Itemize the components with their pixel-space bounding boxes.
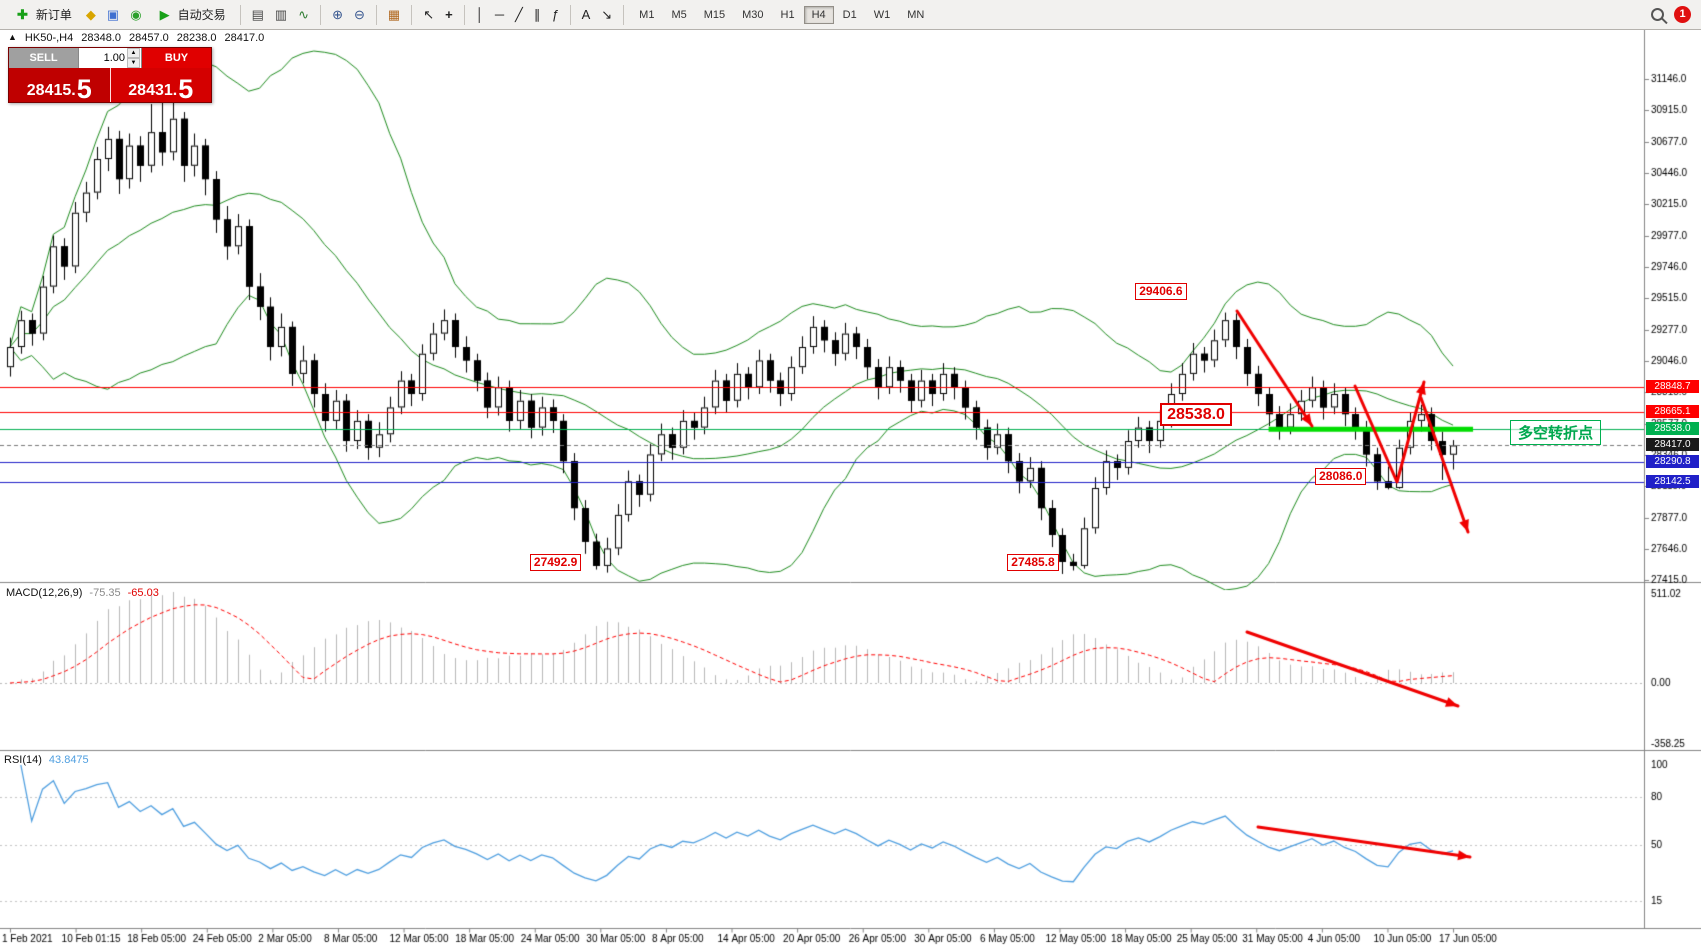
close-value: 28417.0: [224, 32, 265, 44]
price-annotation[interactable]: 28086.0: [1315, 467, 1367, 485]
channel-icon[interactable]: ∥: [533, 6, 541, 22]
toolbar-separator: [463, 4, 465, 25]
autotrading-play-icon: ▶: [159, 6, 170, 22]
axis-price-label: 28848.7: [1646, 380, 1699, 394]
volume-increase-button[interactable]: ▲: [127, 48, 140, 58]
ohlc-readout: ▲ HK50-,H4 28348.0 28457.0 28238.0 28417…: [8, 32, 264, 44]
main-toolbar: ✚ 新订单 ◆ ▣ ◉ ▶ 自动交易 ▤ ▥ ∿ ⊕ ⊖ ▦ ↖ + │ ─ ╱…: [0, 0, 1701, 30]
macd-name: MACD(12,26,9): [6, 587, 83, 599]
zoom-in-icon[interactable]: ⊕: [332, 6, 343, 22]
new-order-label: 新订单: [35, 8, 72, 22]
high-value: 28457.0: [128, 32, 169, 44]
horizontal-line-icon[interactable]: ─: [494, 6, 505, 22]
axis-price-label: 28290.8: [1646, 455, 1699, 469]
sell-button[interactable]: SELL: [9, 48, 78, 68]
turning-point-note[interactable]: 多空转折点: [1510, 420, 1602, 445]
one-click-trading-panel: SELL ▲ ▼ BUY 28415.5 28431.5: [8, 47, 212, 103]
axis-price-label: 28142.5: [1646, 475, 1699, 489]
trendline-icon[interactable]: ╱: [515, 6, 523, 22]
toolbar-separator: [320, 4, 322, 25]
volume-decrease-button[interactable]: ▼: [127, 58, 140, 68]
timeframe-button-D1[interactable]: D1: [835, 6, 865, 24]
buy-price[interactable]: 28431. 5: [110, 68, 211, 103]
search-icon[interactable]: [1651, 8, 1664, 21]
fibonacci-icon[interactable]: ƒ: [551, 6, 559, 22]
autotrading-button[interactable]: ▶ 自动交易: [149, 2, 233, 28]
rsi-value: 43.8475: [48, 754, 89, 766]
sell-price[interactable]: 28415. 5: [9, 68, 111, 103]
line-chart-icon[interactable]: ∿: [298, 6, 310, 22]
blue-chart-window-icon[interactable]: ▣: [106, 6, 120, 22]
candlestick-chart-icon[interactable]: ▥: [274, 6, 288, 22]
crosshair-icon[interactable]: +: [445, 6, 453, 22]
rsi-name: RSI(14): [4, 754, 42, 766]
volume-field: ▲ ▼: [78, 48, 142, 68]
chart-window: ▲ HK50-,H4 28348.0 28457.0 28238.0 28417…: [0, 30, 1701, 950]
axis-price-label: 28665.1: [1646, 405, 1699, 419]
toolbar-right-group: 1: [1651, 6, 1695, 23]
new-order-icon: ✚: [17, 6, 28, 22]
notifications-badge[interactable]: 1: [1674, 6, 1691, 23]
autotrading-label: 自动交易: [177, 8, 226, 22]
timeframe-button-MN[interactable]: MN: [899, 6, 932, 24]
timeframe-button-M5[interactable]: M5: [663, 6, 694, 24]
macd-signal-value: -65.03: [127, 587, 159, 599]
text-tool-icon[interactable]: A: [581, 6, 591, 22]
toolbar-separator: [375, 4, 377, 25]
toolbar-separator: [239, 4, 241, 25]
symbol-label: HK50-,H4: [24, 32, 74, 44]
green-status-icon[interactable]: ◉: [130, 6, 142, 22]
toolbar-separator: [411, 4, 413, 25]
axis-price-label: 28538.0: [1646, 422, 1699, 436]
macd-main-value: -75.35: [89, 587, 121, 599]
volume-input[interactable]: [79, 48, 127, 68]
price-annotation[interactable]: 28538.0: [1160, 403, 1232, 427]
toolbar-separator: [623, 4, 625, 25]
tile-windows-icon[interactable]: ▦: [387, 6, 401, 22]
macd-indicator-label: MACD(12,26,9) -75.35 -65.03: [6, 587, 159, 599]
timeframe-button-W1[interactable]: W1: [866, 6, 899, 24]
timeframe-button-H1[interactable]: H1: [773, 6, 803, 24]
timeframe-button-M1[interactable]: M1: [631, 6, 662, 24]
new-order-button[interactable]: ✚ 新订单: [6, 2, 79, 28]
price-annotation[interactable]: 29406.6: [1135, 282, 1187, 300]
timeframe-bar: M1 M5 M15 M30 H1 H4 D1 W1 MN: [631, 5, 932, 24]
price-annotation[interactable]: 27485.8: [1007, 554, 1059, 572]
bar-chart-icon[interactable]: ▤: [251, 6, 264, 22]
axis-price-label: 28417.0: [1646, 438, 1699, 452]
timeframe-button-M15[interactable]: M15: [696, 6, 733, 24]
rsi-indicator-label: RSI(14) 43.8475: [4, 754, 89, 766]
timeframe-button-M30[interactable]: M30: [734, 6, 771, 24]
price-chart-canvas[interactable]: [0, 30, 1701, 950]
toolbar-separator: [569, 4, 571, 25]
yellow-tools-icon[interactable]: ◆: [85, 6, 96, 22]
open-value: 28348.0: [81, 32, 121, 44]
buy-button[interactable]: BUY: [142, 48, 211, 68]
vertical-line-icon[interactable]: │: [475, 6, 484, 22]
timeframe-button-H4[interactable]: H4: [803, 5, 834, 24]
low-value: 28238.0: [176, 32, 217, 44]
arrow-object-icon[interactable]: ↘: [601, 6, 613, 22]
cursor-icon[interactable]: ↖: [423, 6, 435, 22]
collapse-arrow-icon[interactable]: ▲: [8, 32, 17, 42]
price-annotation[interactable]: 27492.9: [529, 553, 582, 571]
zoom-out-icon[interactable]: ⊖: [353, 6, 365, 22]
